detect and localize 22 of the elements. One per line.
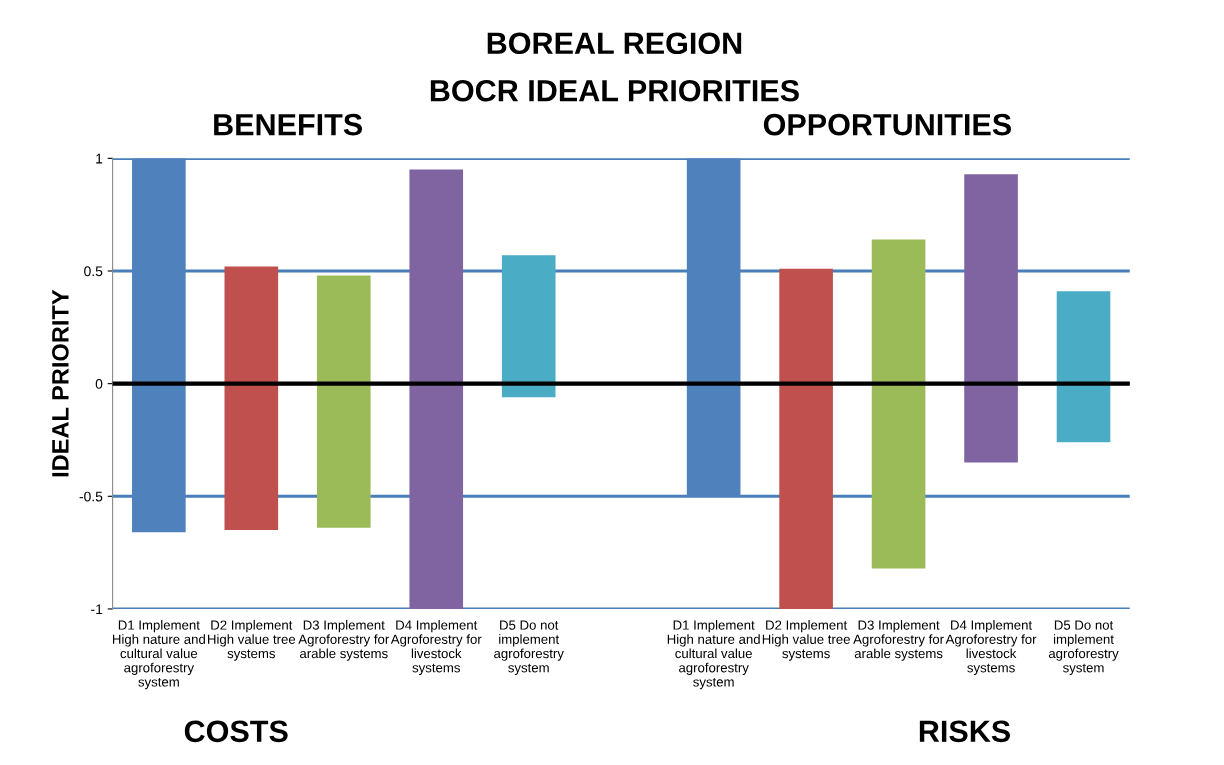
y-tick-label: 0 — [95, 378, 103, 389]
x-tick-label: D3 Implement Agroforestry for arable systems — [853, 620, 944, 661]
y-tick-label: -1 — [91, 604, 103, 614]
x-tick-label: D2 Implement High value tree systems — [762, 620, 850, 661]
x-tick-label: D2 Implement High value tree systems — [208, 620, 296, 661]
x-tick-label: D5 Do not implement agroforestry system — [494, 620, 564, 675]
text: COSTS — [184, 720, 288, 743]
x-tick-label: D4 Implement Agroforestry for livestock systems — [945, 620, 1037, 675]
y-tick-label: 0.5 — [84, 266, 103, 277]
x-tick-label: D4 Implement Agroforestry for livestock systems — [390, 620, 482, 675]
text: RISKS — [919, 720, 1011, 743]
text: BENEFITS — [214, 113, 362, 136]
y-axis-title: IDEAL PRIORITY — [52, 289, 69, 477]
x-tick-label: D5 Do not implement agroforestry system — [1048, 620, 1119, 675]
x-tick-label: D3 Implement Agroforestry for arable systems — [298, 620, 390, 661]
text: OPPORTUNITIES — [763, 113, 1011, 136]
x-tick-label: D1 Implement High nature and cultural value agroforestry system — [667, 620, 760, 690]
y-tick-label: 1 — [96, 153, 103, 164]
chart-subtitle: BOCR IDEAL PRIORITIES — [430, 79, 799, 102]
y-tick-label: -0.5 — [79, 491, 103, 502]
x-tick-label: D1 Implement High nature and cultural value agroforestry system — [112, 620, 205, 690]
chart-title: BOREAL REGION — [487, 32, 742, 55]
